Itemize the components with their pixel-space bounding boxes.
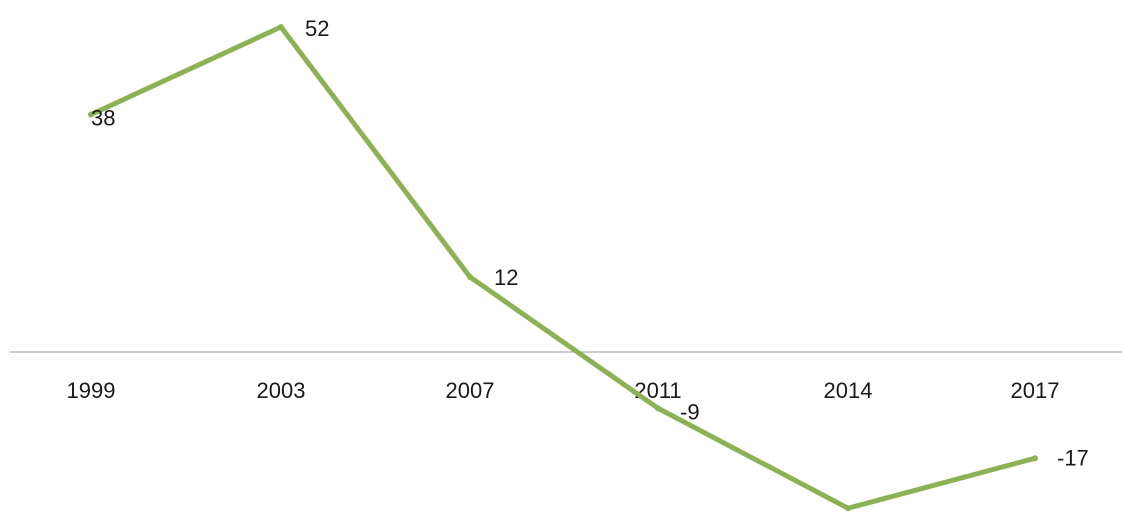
x-tick-label-2014: 2014 xyxy=(824,378,873,403)
data-label-1999: 38 xyxy=(91,106,115,131)
series-line-0 xyxy=(88,24,1038,511)
data-label-2003: 52 xyxy=(305,16,329,41)
x-tick-label-2007: 2007 xyxy=(446,378,495,403)
data-label-2011: -9 xyxy=(680,399,700,424)
data-label-2007: 12 xyxy=(494,265,518,290)
x-tick-label-1999: 1999 xyxy=(67,378,116,403)
data-point-2014 xyxy=(845,505,851,512)
data-point-2017 xyxy=(1032,455,1038,462)
data-point-2011 xyxy=(655,405,661,412)
data-point-2003 xyxy=(278,24,284,30)
x-tick-label-2017: 2017 xyxy=(1011,378,1060,403)
data-point-2007 xyxy=(467,274,473,280)
x-tick-label-2003: 2003 xyxy=(257,378,306,403)
data-label-2017: -17 xyxy=(1057,445,1089,470)
data-point-1999 xyxy=(88,111,94,118)
